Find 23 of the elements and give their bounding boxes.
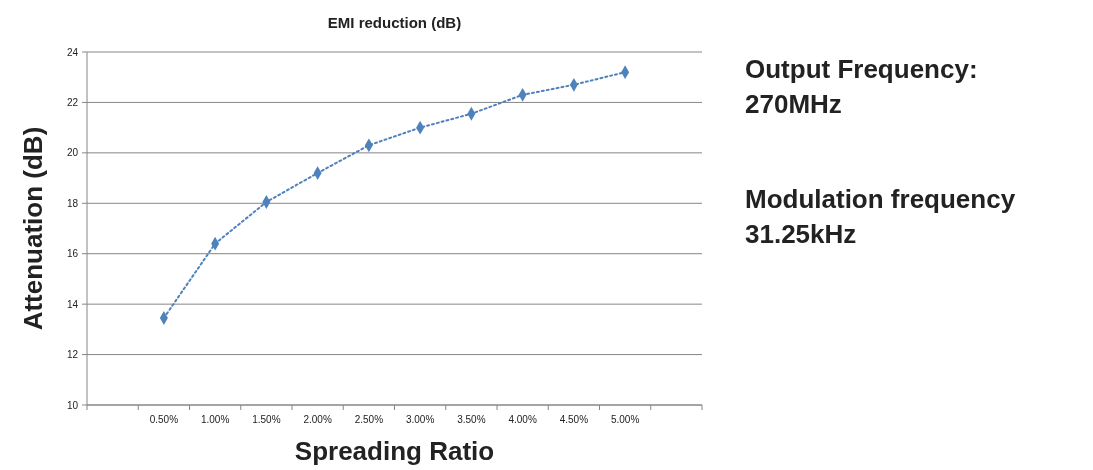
y-tick-label: 24 (66, 46, 79, 58)
x-tick-label: 3.50% (457, 414, 486, 425)
y-axis-title: Attenuation (dB) (18, 126, 48, 331)
x-tick-label: 4.00% (508, 414, 537, 425)
x-tick-label: 0.50% (149, 414, 179, 425)
x-tick-label: 4.50% (559, 414, 589, 425)
x-axis-title: Spreading Ratio (294, 436, 495, 466)
x-tick-label: 2.00% (303, 414, 332, 425)
x-tick-label: 2.50% (354, 414, 384, 425)
x-tick-label: 1.00% (200, 414, 230, 425)
text: Modulation frequency 31.25kHz (745, 184, 1016, 249)
y-tick-label: 12 (66, 349, 79, 361)
x-tick-label: 1.50% (252, 414, 281, 425)
x-tick-label: 3.00% (405, 414, 435, 425)
text: Output Frequency: 270MHz (745, 54, 978, 119)
y-tick-label: 20 (66, 147, 79, 159)
chart-title: EMI reduction (dB) (327, 14, 462, 31)
x-tick-label: 5.00% (610, 414, 640, 425)
y-tick-label: 22 (66, 96, 79, 108)
y-tick-label: 14 (66, 298, 79, 310)
y-tick-label: 16 (66, 248, 79, 260)
y-tick-label: 10 (66, 399, 79, 411)
y-tick-label: 18 (66, 197, 79, 209)
